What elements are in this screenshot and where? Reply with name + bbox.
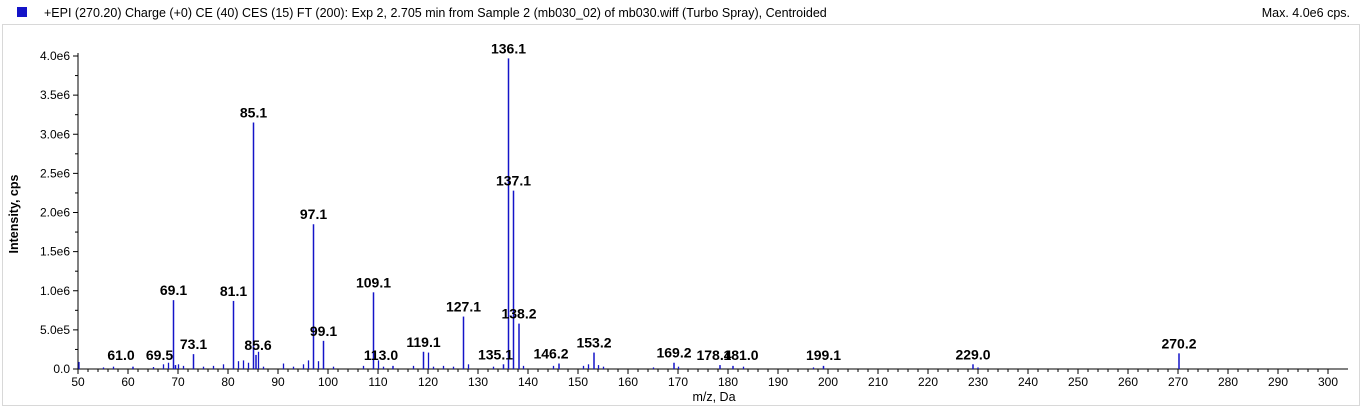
x-tick-label: 180 [718,375,738,389]
peak-label: 153.2 [576,335,611,351]
x-tick-label: 230 [968,375,988,389]
y-tick-label: 4.0e6 [40,49,70,63]
peak-label: 61.0 [107,347,134,363]
peak-label: 146.2 [533,346,568,362]
x-tick-label: 190 [768,375,788,389]
legend-swatch [17,7,27,17]
x-tick-label: 250 [1068,375,1088,389]
x-tick-label: 140 [518,375,538,389]
peak-label: 113.0 [364,347,398,363]
peak-label: 69.5 [146,347,173,363]
peak-label: 136.1 [491,40,526,56]
x-tick-label: 70 [171,375,185,389]
y-tick-label: 1.5e6 [40,245,70,259]
peak-label: 109.1 [356,274,391,290]
peak-label: 270.2 [1161,335,1196,351]
x-tick-label: 130 [468,375,488,389]
x-tick-label: 80 [221,375,235,389]
x-tick-label: 290 [1268,375,1288,389]
x-tick-label: 120 [418,375,438,389]
peak-label: 85.6 [244,337,271,353]
peak-label: 137.1 [496,173,531,189]
x-tick-label: 300 [1318,375,1338,389]
y-tick-label: 1.0e6 [40,284,70,298]
peak-label: 73.1 [180,336,207,352]
x-tick-label: 110 [368,375,387,389]
x-tick-label: 100 [318,375,338,389]
peak-label: 97.1 [300,206,327,222]
x-tick-label: 260 [1118,375,1138,389]
x-tick-label: 220 [918,375,938,389]
x-tick-label: 160 [618,375,638,389]
peak-label: 85.1 [240,105,267,121]
peak-label: 138.2 [501,306,536,322]
peak-label: 99.1 [310,323,337,339]
peak-label: 127.1 [446,299,481,315]
plot-frame [2,24,1360,406]
peak-label: 169.2 [656,345,691,361]
y-tick-label: 0.0 [53,362,70,376]
peak-label: 69.1 [160,282,187,298]
x-tick-label: 150 [568,375,588,389]
x-tick-label: 50 [71,375,85,389]
max-intensity-label: Max. 4.0e6 cps. [1261,6,1350,20]
y-tick-label: 3.5e6 [40,88,70,102]
peak-label: 229.0 [955,346,990,362]
y-tick-label: 2.5e6 [40,166,70,180]
x-tick-label: 270 [1168,375,1188,389]
x-tick-label: 170 [668,375,688,389]
peak-label: 135.1 [478,346,513,362]
peak-label: 181.0 [723,347,758,363]
peak-label: 199.1 [806,347,841,363]
x-tick-label: 280 [1218,375,1238,389]
y-tick-label: 2.0e6 [40,206,70,220]
peak-label: 119.1 [406,334,440,350]
x-tick-label: 90 [271,375,285,389]
y-tick-label: 5.0e5 [40,323,70,337]
peak-label: 81.1 [220,283,247,299]
chart-title: +EPI (270.20) Charge (+0) CE (40) CES (1… [44,6,827,20]
x-tick-label: 200 [818,375,838,389]
peak-label: 178.4 [696,347,731,363]
x-axis-label: m/z, Da [692,390,736,404]
x-tick-label: 240 [1018,375,1038,389]
chart-header: +EPI (270.20) Charge (+0) CE (40) CES (1… [0,0,1364,26]
x-tick-label: 210 [868,375,888,389]
x-tick-label: 60 [121,375,135,389]
y-tick-label: 3.0e6 [40,127,70,141]
